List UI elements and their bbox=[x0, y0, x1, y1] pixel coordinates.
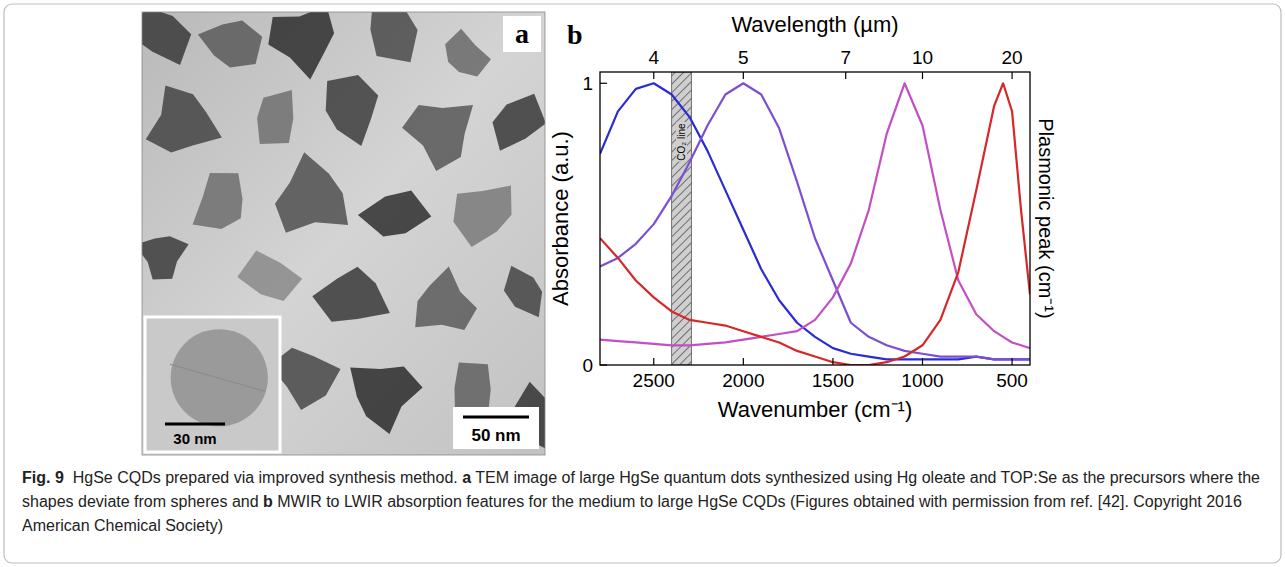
x-tick bbox=[922, 358, 923, 365]
lattice-fringe bbox=[170, 364, 265, 391]
particle bbox=[453, 186, 511, 248]
particle bbox=[142, 12, 191, 65]
x2-tick bbox=[845, 72, 846, 79]
x-tick bbox=[832, 358, 833, 365]
x2-tick bbox=[922, 72, 923, 79]
particle bbox=[358, 191, 431, 237]
particle bbox=[275, 152, 348, 232]
figure-frame bbox=[4, 4, 1281, 563]
x2-tick-label: 5 bbox=[738, 47, 749, 68]
absorbance-curve bbox=[600, 83, 1030, 365]
x2-tick-label: 4 bbox=[648, 47, 659, 68]
y-tick-label: 0 bbox=[582, 355, 593, 376]
caption-text: b bbox=[263, 493, 273, 510]
x-tick-label: 1000 bbox=[901, 370, 943, 391]
particle bbox=[146, 86, 222, 153]
y-tick bbox=[600, 83, 607, 84]
particle bbox=[268, 12, 334, 79]
panel-letter: a bbox=[515, 18, 529, 49]
x2-tick-label: 7 bbox=[840, 47, 851, 68]
band-label-bg bbox=[676, 122, 687, 162]
particle bbox=[445, 29, 491, 77]
y-tick bbox=[600, 364, 607, 365]
inset-particle bbox=[171, 329, 268, 426]
x2-tick bbox=[743, 72, 744, 79]
particle bbox=[326, 75, 379, 146]
particle bbox=[193, 173, 243, 229]
scale-box bbox=[453, 407, 539, 449]
x-tick bbox=[743, 358, 744, 365]
x-tick-label: 2500 bbox=[633, 370, 675, 391]
x-tick-label: 1500 bbox=[812, 370, 854, 391]
x2-tick bbox=[653, 72, 654, 79]
caption: Fig. 9 HgSe CQDs prepared via improved s… bbox=[22, 466, 1262, 538]
particle bbox=[142, 236, 189, 279]
particle bbox=[237, 251, 302, 302]
particle bbox=[370, 12, 417, 62]
letter-box bbox=[503, 16, 541, 52]
particle bbox=[257, 90, 293, 144]
caption-text: Fig. 9 bbox=[22, 469, 64, 486]
plot-area bbox=[600, 72, 1030, 365]
x2-tick-label: 10 bbox=[912, 47, 933, 68]
x2-tick-label: 20 bbox=[1002, 47, 1023, 68]
particle bbox=[493, 94, 546, 151]
x-tick bbox=[1011, 358, 1012, 365]
tem-border bbox=[142, 12, 545, 455]
y-tick-label: 1 bbox=[582, 73, 593, 94]
tem-image bbox=[142, 12, 545, 455]
scale-label: 50 nm bbox=[471, 426, 520, 445]
inset-scale-bar bbox=[165, 423, 225, 426]
caption-text: a bbox=[462, 469, 471, 486]
x2-tick bbox=[1011, 72, 1012, 79]
x-axis-title: Wavenumber (cm⁻¹) bbox=[718, 397, 912, 422]
panel-letter: b bbox=[567, 19, 583, 50]
x-tick bbox=[653, 358, 654, 365]
particle bbox=[415, 267, 477, 330]
particle bbox=[504, 266, 542, 318]
plot-frame bbox=[600, 72, 1030, 365]
scale-bar bbox=[463, 416, 529, 419]
particle bbox=[402, 105, 473, 171]
particle bbox=[198, 21, 262, 68]
x-tick-label: 500 bbox=[996, 370, 1028, 391]
absorbance-curve bbox=[600, 83, 1030, 359]
inset-scale-label: 30 nm bbox=[173, 430, 216, 447]
caption-text: HgSe CQDs prepared via improved synthesi… bbox=[64, 469, 462, 486]
particle bbox=[312, 267, 390, 322]
x-tick-label: 2000 bbox=[722, 370, 764, 391]
inset bbox=[145, 317, 280, 452]
y2-axis-title: Plasmonic peak (cm⁻¹) bbox=[1035, 118, 1057, 318]
particle bbox=[350, 367, 422, 434]
absorbance-curve bbox=[600, 83, 1030, 348]
absorbance-curve bbox=[600, 83, 1030, 359]
tem-background bbox=[142, 12, 545, 455]
band-label: CO₂ line bbox=[676, 123, 687, 161]
x2-axis-title: Wavelength (µm) bbox=[731, 12, 898, 37]
y-axis-title: Absorbance (a.u.) bbox=[548, 131, 573, 306]
